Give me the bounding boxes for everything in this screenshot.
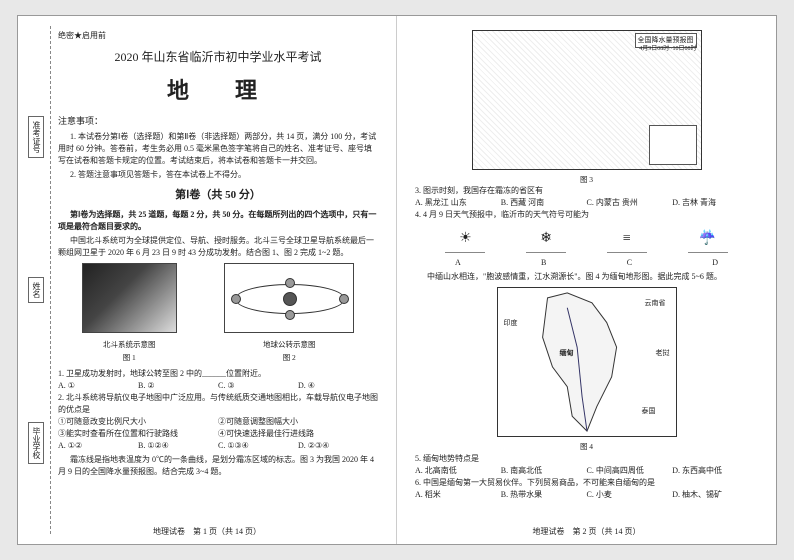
weather-fog-icon: ≡ xyxy=(607,225,647,253)
fig4-label: 图 4 xyxy=(415,441,758,452)
q4-opt-b: B xyxy=(501,257,587,269)
question-3: 3. 图示时刻，我国存在霜冻的省区有 xyxy=(415,185,758,197)
q3-opt-a: A. 黑龙江 山东 xyxy=(415,197,501,209)
q4-opt-d: D xyxy=(672,257,758,269)
map4-india: 印度 xyxy=(504,318,518,329)
q2-opt-c: C. ①③④ xyxy=(218,440,298,452)
q2-sub-2: ②可随意调整图幅大小 xyxy=(218,416,378,428)
tab-school: 毕业学校 xyxy=(28,422,44,464)
question-6: 6. 中国是缅甸第一大贸易伙伴。下列贸易商品，不可能来自缅甸的是 xyxy=(415,477,758,489)
weather-sun-icon: ☀ xyxy=(445,225,485,253)
fig2-caption: 地球公转示意图 xyxy=(224,339,354,350)
footer-1: 地理试卷 第 1 页（共 14 页） xyxy=(18,526,396,538)
q6-opt-c: C. 小麦 xyxy=(587,489,673,501)
page-spread: 准考证号 姓名 毕业学校 绝密★启用前 2020 年山东省临沂市初中学业水平考试… xyxy=(17,15,777,545)
figure-2: 地球公转示意图 图 2 xyxy=(224,263,354,364)
weather-rain-icon: ☔ xyxy=(688,225,728,253)
q6-opt-b: B. 热带水果 xyxy=(501,489,587,501)
q6-opt-a: A. 稻米 xyxy=(415,489,501,501)
notice-heading: 注意事项： xyxy=(58,115,378,129)
fig2-label: 图 2 xyxy=(224,352,354,363)
figure-4-map: 印度 云南省 老挝 泰国 缅甸 xyxy=(497,287,677,437)
tab-examno: 准考证号 xyxy=(28,116,44,158)
map4-yunnan: 云南省 xyxy=(645,298,666,309)
passage-1: 中国北斗系统可为全球提供定位、导航、授时服务。北斗三号全球卫星导航系统最后一颗组… xyxy=(58,235,378,259)
passage-3: 中缅山水相连，"胞波感情重，江水溯源长"。图 4 为缅甸地形图。据此完成 5~6… xyxy=(415,271,758,283)
figure-row-1: 北斗系统示意图 图 1 地球公转示意图 图 2 xyxy=(58,263,378,364)
q5-options: A. 北高南低 B. 南高北低 C. 中间高四周低 D. 东西高中低 xyxy=(415,465,758,477)
q2-opt-a: A. ①② xyxy=(58,440,138,452)
q4-opt-c: C xyxy=(587,257,673,269)
q6-opt-d: D. 柚木、锡矿 xyxy=(672,489,758,501)
page-2: 全国降水量预报图 4月9日08时~10日08时 图 3 3. 图示时刻，我国存在… xyxy=(397,16,776,544)
secret-label: 绝密★启用前 xyxy=(58,30,378,42)
pos-3-icon xyxy=(339,294,349,304)
exam-title: 2020 年山东省临沂市初中学业水平考试 xyxy=(58,48,378,66)
q5-opt-b: B. 南高北低 xyxy=(501,465,587,477)
footer-2: 地理试卷 第 2 页（共 14 页） xyxy=(397,526,776,538)
map4-thailand: 泰国 xyxy=(642,406,656,417)
subject-title: 地 理 xyxy=(58,74,378,107)
q2-opt-b: B. ①②④ xyxy=(138,440,218,452)
binding-tabs: 准考证号 姓名 毕业学校 xyxy=(22,56,50,524)
part1-title: 第Ⅰ卷（共 50 分） xyxy=(58,187,378,204)
q5-opt-a: A. 北高南低 xyxy=(415,465,501,477)
pos-4-icon xyxy=(285,310,295,320)
map3-sub: 4月9日08时~10日08时 xyxy=(639,45,696,54)
q1-options: A. ① B. ② C. ③ D. ④ xyxy=(58,380,378,392)
figure-3-map: 全国降水量预报图 4月9日08时~10日08时 xyxy=(472,30,702,170)
q6-options: A. 稻米 B. 热带水果 C. 小麦 D. 柚木、锡矿 xyxy=(415,489,758,501)
fig1-label: 图 1 xyxy=(82,352,177,363)
beidou-image xyxy=(82,263,177,333)
q3-options: A. 黑龙江 山东 B. 西藏 河南 C. 内蒙古 贵州 D. 吉林 青海 xyxy=(415,197,758,209)
q3-opt-c: C. 内蒙古 贵州 xyxy=(587,197,673,209)
q2-sub-3: ③能实时查看所在位置和行驶路线 xyxy=(58,428,218,440)
q4-weather-icons: ☀ ❄ ≡ ☔ xyxy=(425,225,748,253)
notice-2: 2. 答题注意事项见答题卡，答在本试卷上不得分。 xyxy=(58,169,378,181)
q2-options: A. ①② B. ①②④ C. ①③④ D. ②③④ xyxy=(58,440,378,452)
question-1: 1. 卫星成功发射时，地球公转至图 2 中的______位置附近。 xyxy=(58,368,378,380)
tab-name: 姓名 xyxy=(28,277,44,303)
q1-opt-c: C. ③ xyxy=(218,380,298,392)
q1-opt-b: B. ② xyxy=(138,380,218,392)
question-4: 4. 4 月 9 日天气预报中，临沂市的天气符号可能为 xyxy=(415,209,758,221)
q4-opt-a: A xyxy=(415,257,501,269)
question-5: 5. 缅甸地势特点是 xyxy=(415,453,758,465)
map4-laos: 老挝 xyxy=(656,348,670,359)
q5-opt-d: D. 东西高中低 xyxy=(672,465,758,477)
q5-opt-c: C. 中间高四周低 xyxy=(587,465,673,477)
q1-opt-a: A. ① xyxy=(58,380,138,392)
q1-opt-d: D. ④ xyxy=(298,380,378,392)
fig1-caption: 北斗系统示意图 xyxy=(82,339,177,350)
q2-opt-d: D. ②③④ xyxy=(298,440,378,452)
notice-1: 1. 本试卷分第Ⅰ卷（选择题）和第Ⅱ卷（非选择题）两部分，共 14 页，满分 1… xyxy=(58,131,378,167)
question-2: 2. 北斗系统将导航仪电子地图中广泛应用。与传统纸质交通地图相比，车载导航仪电子… xyxy=(58,392,378,416)
fold-line xyxy=(50,26,51,534)
page-1: 准考证号 姓名 毕业学校 绝密★启用前 2020 年山东省临沂市初中学业水平考试… xyxy=(18,16,397,544)
q2-subs: ①可随意改变比例尺大小 ②可随意调整图幅大小 ③能实时查看所在位置和行驶路线 ④… xyxy=(58,416,378,440)
q4-options: A B C D xyxy=(415,257,758,269)
q3-opt-d: D. 吉林 青海 xyxy=(672,197,758,209)
q3-opt-b: B. 西藏 河南 xyxy=(501,197,587,209)
weather-snow-icon: ❄ xyxy=(526,225,566,253)
q2-sub-1: ①可随意改变比例尺大小 xyxy=(58,416,218,428)
fig3-label: 图 3 xyxy=(415,174,758,185)
figure-1: 北斗系统示意图 图 1 xyxy=(82,263,177,364)
q2-sub-4: ④可快速选择最佳行进线路 xyxy=(218,428,378,440)
passage-2: 霜冻线是指地表温度为 0℃的一条曲线，是划分霜冻区域的标志。图 3 为我国 20… xyxy=(58,454,378,478)
map4-myanmar: 缅甸 xyxy=(560,348,574,359)
orbit-diagram xyxy=(224,263,354,333)
part1-instr: 第Ⅰ卷为选择题，共 25 道题，每题 2 分，共 50 分。在每题所列出的四个选… xyxy=(58,209,378,233)
map3-legend xyxy=(649,125,697,165)
